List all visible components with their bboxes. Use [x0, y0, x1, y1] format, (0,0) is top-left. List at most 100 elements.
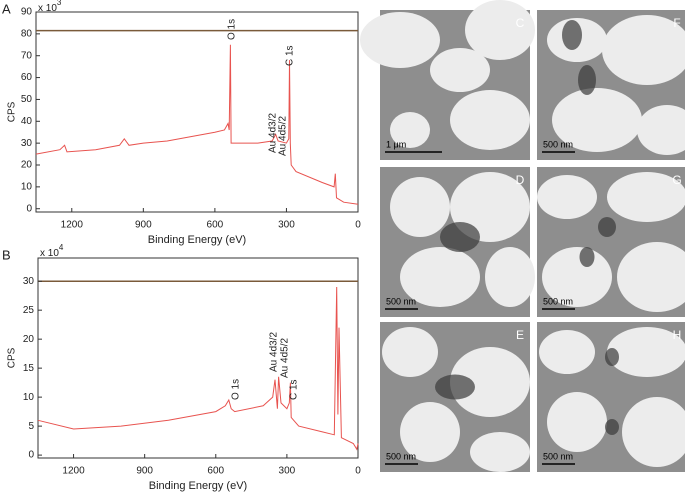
- x-tick-label: 600: [207, 466, 224, 477]
- peak-label: C 1s: [289, 379, 300, 400]
- y-tick-label: 5: [28, 421, 34, 432]
- panel-label: B: [2, 247, 11, 262]
- peak-label: Au 4d5/2: [278, 116, 289, 156]
- scale-bar-label: 500 nm: [543, 139, 573, 149]
- image-label: E: [516, 328, 524, 342]
- flake: [605, 348, 619, 366]
- x-tick-label: 1200: [61, 220, 84, 231]
- x-axis-title: Binding Energy (eV): [148, 234, 246, 246]
- x-tick-label: 0: [355, 220, 361, 231]
- spectrum-line: [35, 44, 359, 205]
- film-hole: [537, 175, 597, 219]
- tem-image: F 500 nm: [537, 10, 685, 160]
- scale-bar-label: 500 nm: [543, 451, 573, 461]
- plot-frame: [37, 257, 359, 459]
- spectrum-line: [37, 286, 359, 451]
- y-tick-label: 70: [21, 50, 33, 61]
- image-label: G: [672, 173, 681, 187]
- film-hole: [430, 48, 490, 92]
- film-hole: [602, 15, 685, 85]
- image-label: H: [673, 328, 682, 342]
- x-axis-title: Binding Energy (eV): [149, 480, 247, 492]
- peak-label: Au 4d5/2: [280, 338, 291, 378]
- flake: [598, 217, 616, 237]
- image-label: F: [673, 16, 680, 30]
- flake: [440, 222, 480, 252]
- film-hole: [400, 247, 480, 307]
- panel-label: A: [2, 1, 11, 16]
- axis-multiplier: x 103: [38, 0, 62, 14]
- image-label: C: [516, 16, 525, 30]
- x-tick-label: 300: [278, 220, 295, 231]
- y-tick-label: 0: [26, 203, 32, 214]
- film-hole: [465, 0, 535, 60]
- scale-bar-label: 500 nm: [543, 296, 573, 306]
- y-tick-label: 20: [23, 334, 35, 345]
- tem-image: G 500 nm: [537, 167, 685, 317]
- film-hole: [622, 397, 685, 467]
- film-hole: [450, 90, 530, 150]
- tem-image: H 500 nm: [537, 322, 685, 472]
- y-tick-label: 90: [21, 7, 33, 18]
- film-hole: [382, 327, 438, 377]
- plot-frame: [35, 11, 359, 213]
- film-hole: [450, 347, 530, 417]
- tem-image: C 1 μm: [360, 0, 535, 160]
- image-label: D: [516, 173, 525, 187]
- y-tick-label: 25: [23, 305, 35, 316]
- peak-label: C 1s: [285, 45, 296, 66]
- x-tick-label: 300: [279, 466, 296, 477]
- flake: [605, 419, 619, 435]
- peak-label: O 1s: [227, 19, 238, 40]
- film-hole: [552, 88, 642, 152]
- y-tick-label: 30: [21, 138, 33, 149]
- tem-image: D 500 nm: [380, 167, 535, 317]
- film-hole: [470, 432, 530, 472]
- film-hole: [607, 172, 685, 222]
- y-tick-label: 40: [21, 116, 33, 127]
- film-hole: [542, 247, 612, 307]
- y-tick-label: 15: [23, 363, 35, 374]
- axis-multiplier: x 104: [40, 243, 64, 259]
- film-hole: [485, 247, 535, 307]
- film-hole: [547, 392, 607, 452]
- flake: [579, 247, 595, 267]
- film-hole: [637, 105, 685, 155]
- peak-label: Au 4d3/2: [269, 332, 280, 372]
- y-tick-label: 10: [23, 392, 35, 403]
- y-tick-label: 20: [21, 160, 33, 171]
- flake: [562, 20, 582, 50]
- multiplier-base: x 10: [38, 3, 57, 14]
- y-tick-label: 60: [21, 72, 33, 83]
- multiplier-exponent: 3: [57, 0, 62, 7]
- film-hole: [607, 327, 685, 377]
- x-tick-label: 0: [355, 466, 361, 477]
- y-tick-label: 50: [21, 94, 33, 105]
- y-tick-label: 30: [23, 276, 35, 287]
- peak-label: O 1s: [231, 379, 242, 400]
- peak-label: Au 4d3/2: [268, 113, 279, 153]
- film-hole: [539, 330, 595, 374]
- flake: [578, 65, 596, 95]
- scale-bar-label: 500 nm: [386, 451, 416, 461]
- x-tick-label: 900: [136, 466, 153, 477]
- film-hole: [617, 242, 685, 312]
- scale-bar-label: 500 nm: [386, 296, 416, 306]
- flake: [435, 374, 475, 400]
- film-hole: [390, 112, 430, 148]
- tem-image: E 500 nm: [380, 322, 530, 472]
- multiplier-base: x 10: [40, 248, 59, 259]
- x-tick-label: 900: [135, 220, 152, 231]
- y-tick-label: 0: [28, 450, 34, 461]
- multiplier-exponent: 4: [59, 243, 64, 252]
- y-tick-label: 80: [21, 28, 33, 39]
- x-tick-label: 1200: [62, 466, 85, 477]
- film-hole: [390, 177, 450, 237]
- x-tick-label: 600: [207, 220, 224, 231]
- film-hole: [400, 402, 460, 462]
- y-tick-label: 10: [21, 182, 33, 193]
- y-axis-title: CPS: [7, 101, 18, 122]
- scale-bar-label: 1 μm: [386, 139, 406, 149]
- y-axis-title: CPS: [7, 347, 18, 368]
